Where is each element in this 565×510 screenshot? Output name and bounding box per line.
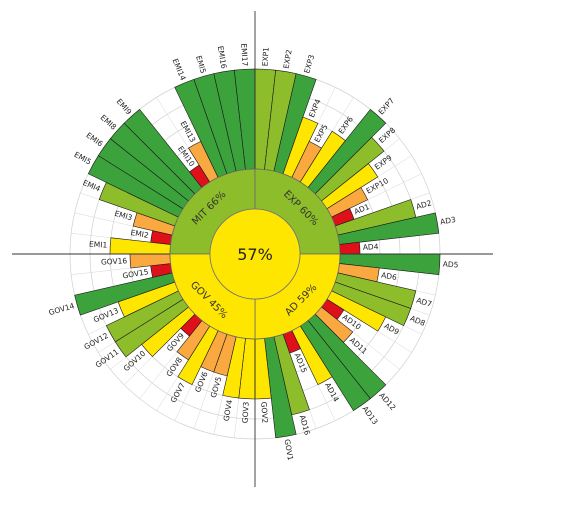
spoke: [234, 398, 240, 438]
spoke: [124, 356, 153, 385]
item-label-emi5: EMI5: [194, 54, 208, 74]
item-label-emi5: EMI5: [73, 150, 93, 167]
spoke: [74, 212, 134, 227]
spoke: [156, 97, 189, 149]
center-score: 57%: [209, 208, 301, 300]
item-label-ad5: AD5: [442, 260, 458, 270]
spoke: [309, 409, 317, 429]
spoke: [71, 267, 131, 275]
spoke: [410, 308, 430, 316]
item-label-emi1: EMI1: [89, 240, 108, 250]
item-label-gov11: GOV11: [94, 347, 121, 370]
item-label-gov1: GOV1: [283, 439, 296, 462]
item-label-emi14: EMI14: [171, 57, 188, 82]
item-label-ad3: AD3: [440, 215, 457, 227]
item-label-emi3: EMI3: [113, 209, 133, 223]
item-label-ad7: AD7: [415, 296, 433, 309]
item-label-gov15: GOV15: [122, 267, 150, 280]
item-label-exp4: EXP4: [307, 97, 323, 118]
item-label-ad6: AD6: [381, 271, 398, 283]
item-label-gov2: GOV2: [259, 401, 269, 423]
item-label-exp3: EXP3: [302, 53, 316, 74]
item-label-emi17: EMI17: [239, 43, 249, 67]
spoke: [80, 192, 100, 200]
spoke: [98, 341, 116, 353]
item-label-ad8: AD8: [409, 314, 427, 328]
spoke: [193, 371, 214, 429]
item-label-ad12: AD12: [377, 391, 397, 412]
item-label-gov12: GOV12: [83, 331, 111, 352]
group-ring: MIT 66% EXP 60%AD 59%GOV 45%: [169, 168, 341, 340]
item-label-emi2: EMI2: [130, 228, 150, 240]
spoke: [415, 290, 436, 296]
item-label-emi16: EMI16: [216, 45, 229, 69]
item-label-emi9: EMI9: [115, 97, 134, 117]
item-label-exp2: EXP2: [282, 49, 294, 70]
item-label-gov3: GOV3: [241, 401, 251, 423]
bar-ad4: [339, 241, 361, 255]
item-label-emi4: EMI4: [81, 178, 101, 193]
item-label-gov14: GOV14: [48, 301, 76, 317]
center-circle: [209, 208, 301, 300]
item-label-ad4: AD4: [363, 242, 379, 252]
item-label-ad16: AD16: [298, 414, 312, 436]
bar-series: [74, 68, 441, 439]
overall-score: 57%: [237, 245, 273, 264]
item-label-ad13: AD13: [361, 404, 380, 426]
spoke: [110, 356, 127, 370]
item-label-gov16: GOV16: [101, 256, 128, 266]
item-label-ad2: AD2: [415, 198, 433, 211]
spoke: [174, 384, 193, 421]
spoke: [352, 331, 400, 370]
item-label-emi8: EMI8: [99, 113, 119, 132]
item-label-exp7: EXP7: [377, 96, 397, 116]
item-label-ad9: AD9: [383, 321, 401, 337]
item-label-emi6: EMI6: [85, 131, 105, 149]
item-label-gov4: GOV4: [222, 399, 235, 422]
item-label-exp1: EXP1: [261, 47, 271, 67]
spoke: [410, 192, 430, 200]
spoke: [331, 97, 354, 132]
